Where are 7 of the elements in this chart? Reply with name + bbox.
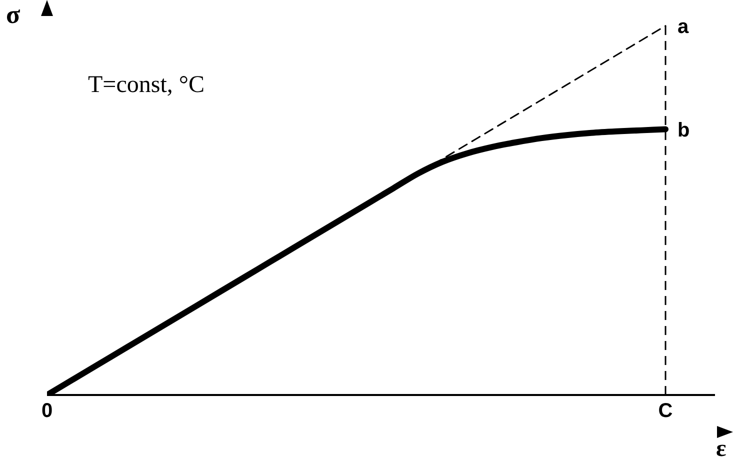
- x-tick-label: C: [658, 400, 673, 422]
- annotation: a: [678, 16, 690, 38]
- x-axis-title: ε: [716, 436, 726, 463]
- x-tick-label: 0: [41, 400, 53, 422]
- annotation: T=const, °C: [88, 72, 204, 99]
- annotation: b: [678, 119, 690, 142]
- y-axis-title: σ: [6, 0, 20, 30]
